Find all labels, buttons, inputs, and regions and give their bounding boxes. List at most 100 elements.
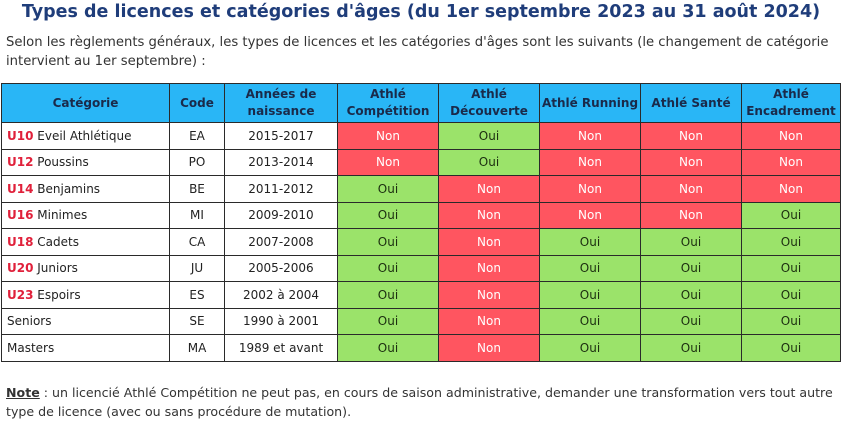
footnote: Note : un licencié Athlé Compétition ne … — [6, 383, 836, 421]
cell-encadrement: Oui — [741, 281, 841, 309]
cell-sante: Oui — [640, 228, 742, 256]
category-name: Eveil Athlétique — [33, 128, 132, 143]
cell-annees: 2015-2017 — [224, 122, 338, 150]
cell-code: CA — [169, 228, 225, 256]
cell-competition: Oui — [337, 228, 439, 256]
cell-code: JU — [169, 254, 225, 282]
cell-encadrement: Non — [741, 175, 841, 203]
cell-decouverte: Non — [438, 334, 540, 362]
cell-running: Oui — [539, 334, 641, 362]
table-row: U16 Minimes MI 2009-2010 Oui Non Non Non Oui — [1, 201, 841, 229]
cell-competition: Oui — [337, 334, 439, 362]
cell-sante: Non — [640, 122, 742, 150]
cell-categorie: Masters — [1, 334, 170, 362]
category-prefix: U20 — [7, 261, 34, 276]
cell-decouverte: Non — [438, 175, 540, 203]
cell-decouverte: Non — [438, 281, 540, 309]
cell-encadrement: Non — [741, 148, 841, 176]
cell-annees: 2011-2012 — [224, 175, 338, 203]
cell-competition: Oui — [337, 175, 439, 203]
cell-sante: Non — [640, 148, 742, 176]
cell-sante: Oui — [640, 281, 742, 309]
table-row: Seniors SE 1990 à 2001 Oui Non Oui Oui Oui — [1, 307, 841, 335]
category-name: Seniors — [7, 314, 52, 329]
cell-competition: Oui — [337, 281, 439, 309]
cell-annees: 2007-2008 — [224, 228, 338, 256]
cell-code: EA — [169, 122, 225, 150]
table-row: U18 Cadets CA 2007-2008 Oui Non Oui Oui Oui — [1, 228, 841, 256]
table-row: U10 Eveil Athlétique EA 2015-2017 Non Oui Non… — [1, 122, 841, 150]
cell-competition: Oui — [337, 201, 439, 229]
category-prefix: U18 — [7, 234, 34, 249]
category-prefix: U14 — [7, 181, 34, 196]
cell-running: Oui — [539, 254, 641, 282]
header-categorie: Catégorie — [1, 83, 170, 123]
category-prefix: U12 — [7, 155, 34, 170]
cell-code: MA — [169, 334, 225, 362]
header-encadrement: Athlé Encadrement — [741, 83, 841, 123]
cell-categorie: U14 Benjamins — [1, 175, 170, 203]
category-name: Juniors — [33, 261, 78, 276]
cell-running: Non — [539, 201, 641, 229]
header-running: Athlé Running — [539, 83, 641, 123]
cell-competition: Oui — [337, 307, 439, 335]
cell-encadrement: Oui — [741, 334, 841, 362]
cell-code: ES — [169, 281, 225, 309]
cell-decouverte: Oui — [438, 122, 540, 150]
cell-sante: Non — [640, 175, 742, 203]
cell-annees: 2013-2014 — [224, 148, 338, 176]
category-prefix: U23 — [7, 287, 34, 302]
category-prefix: U16 — [7, 208, 34, 223]
category-name: Masters — [7, 340, 55, 355]
cell-decouverte: Non — [438, 254, 540, 282]
category-name: Benjamins — [33, 181, 101, 196]
cell-sante: Oui — [640, 307, 742, 335]
header-annees: Années de naissance — [224, 83, 338, 123]
cell-encadrement: Oui — [741, 201, 841, 229]
cell-encadrement: Oui — [741, 228, 841, 256]
cell-categorie: U23 Espoirs — [1, 281, 170, 309]
cell-annees: 1989 et avant — [224, 334, 338, 362]
cell-sante: Oui — [640, 254, 742, 282]
table-row: U23 Espoirs ES 2002 à 2004 Oui Non Oui Oui Oui — [1, 281, 841, 309]
cell-categorie: U20 Juniors — [1, 254, 170, 282]
cell-running: Oui — [539, 307, 641, 335]
header-competition: Athlé Compétition — [337, 83, 439, 123]
cell-competition: Non — [337, 122, 439, 150]
note-label: Note — [6, 385, 40, 400]
cell-annees: 2002 à 2004 — [224, 281, 338, 309]
cell-encadrement: Non — [741, 122, 841, 150]
cell-running: Non — [539, 148, 641, 176]
cell-annees: 2009-2010 — [224, 201, 338, 229]
category-name: Espoirs — [33, 287, 81, 302]
cell-categorie: Seniors — [1, 307, 170, 335]
cell-code: PO — [169, 148, 225, 176]
header-decouverte: Athlé Découverte — [438, 83, 540, 123]
cell-running: Oui — [539, 228, 641, 256]
note-text: : un licencié Athlé Compétition ne peut … — [6, 385, 833, 419]
cell-categorie: U18 Cadets — [1, 228, 170, 256]
cell-code: BE — [169, 175, 225, 203]
cell-categorie: U10 Eveil Athlétique — [1, 122, 170, 150]
cell-decouverte: Non — [438, 228, 540, 256]
cell-encadrement: Oui — [741, 307, 841, 335]
cell-decouverte: Non — [438, 307, 540, 335]
table-row: U20 Juniors JU 2005-2006 Oui Non Oui Oui Oui — [1, 254, 841, 282]
category-name: Poussins — [33, 155, 89, 170]
header-code: Code — [169, 83, 225, 123]
category-name: Minimes — [33, 208, 88, 223]
cell-categorie: U12 Poussins — [1, 148, 170, 176]
category-name: Cadets — [33, 234, 79, 249]
cell-sante: Non — [640, 201, 742, 229]
cell-competition: Non — [337, 148, 439, 176]
cell-running: Non — [539, 175, 641, 203]
cell-encadrement: Oui — [741, 254, 841, 282]
cell-code: SE — [169, 307, 225, 335]
cell-decouverte: Oui — [438, 148, 540, 176]
cell-categorie: U16 Minimes — [1, 201, 170, 229]
category-prefix: U10 — [7, 128, 34, 143]
cell-annees: 1990 à 2001 — [224, 307, 338, 335]
table-row: Masters MA 1989 et avant Oui Non Oui Oui Oui — [1, 334, 841, 362]
page-title: Types de licences et catégories d'âges (… — [21, 2, 821, 22]
cell-competition: Oui — [337, 254, 439, 282]
